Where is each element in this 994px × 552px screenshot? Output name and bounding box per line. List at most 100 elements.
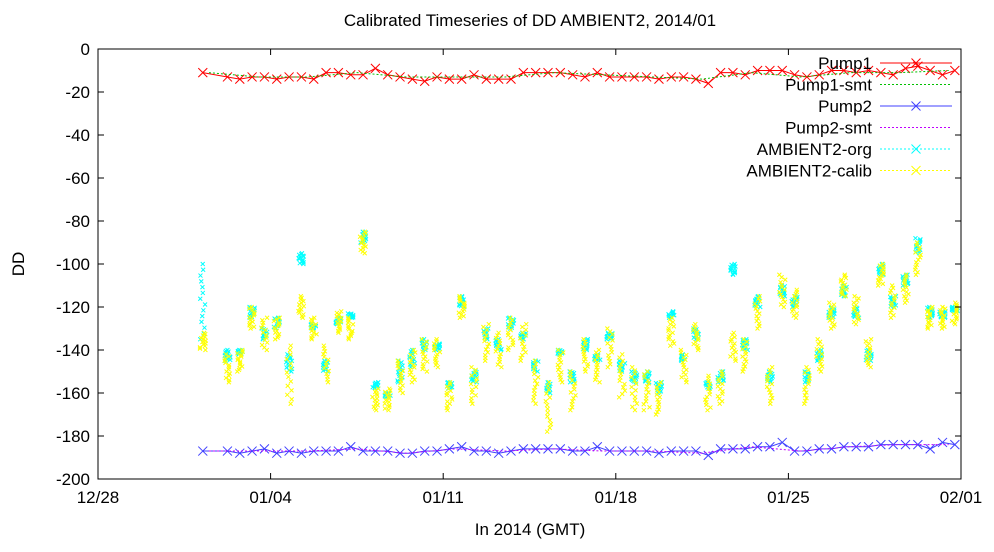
data-point [641, 446, 652, 456]
data-point [572, 381, 578, 386]
data-point [407, 448, 418, 459]
x-tick-label: 01/11 [423, 488, 464, 507]
data-point [546, 379, 552, 385]
data-point [706, 384, 712, 389]
data-point [913, 272, 919, 278]
data-point [288, 379, 294, 384]
data-point [952, 321, 958, 327]
data-point [666, 446, 677, 456]
data-point [937, 69, 948, 80]
data-point [719, 391, 725, 397]
data-point [622, 381, 627, 387]
data-point [705, 407, 710, 413]
data-point [629, 384, 634, 390]
data-point [752, 441, 763, 452]
data-point [741, 336, 747, 342]
data-point [684, 379, 689, 385]
data-point [199, 313, 205, 319]
series-line [208, 444, 949, 454]
data-point [830, 316, 836, 321]
data-point [844, 287, 849, 292]
data-point [335, 328, 341, 334]
data-point [691, 74, 701, 84]
data-point [789, 300, 795, 306]
data-point [498, 351, 504, 357]
data-point [900, 63, 911, 74]
data-point [547, 425, 553, 431]
data-point [888, 69, 899, 80]
data-point [666, 72, 677, 82]
data-point [794, 311, 800, 316]
data-point [719, 381, 725, 387]
data-point [462, 302, 467, 307]
data-point [558, 377, 564, 383]
data-point [656, 402, 662, 407]
data-point [301, 254, 307, 259]
data-point [580, 344, 586, 350]
data-point [200, 337, 206, 342]
data-point [814, 444, 825, 454]
data-point [878, 276, 884, 282]
x-axis-label: In 2014 (GMT) [475, 520, 586, 539]
data-point [198, 273, 203, 278]
data-point [843, 293, 848, 299]
data-point [411, 365, 417, 370]
data-point [581, 359, 587, 364]
y-tick-label: -80 [65, 212, 90, 231]
data-point [789, 69, 800, 80]
legend-label: Pump1-smt [785, 76, 872, 95]
data-point [313, 322, 319, 327]
data-point [336, 312, 342, 317]
data-point [914, 242, 919, 248]
data-point [544, 429, 550, 435]
data-point [333, 446, 344, 456]
data-point [557, 365, 562, 370]
data-point [863, 339, 869, 344]
data-point [424, 359, 430, 364]
data-point [234, 369, 240, 374]
data-point [309, 335, 314, 340]
x-tick-label: 12/28 [77, 488, 120, 507]
data-point [629, 72, 640, 82]
series-ambient2-calib [197, 229, 960, 435]
data-point [863, 441, 874, 452]
data-point [925, 324, 930, 330]
data-point [868, 364, 874, 370]
data-point [954, 316, 959, 322]
data-point [237, 360, 243, 366]
legend-marker [911, 58, 921, 68]
data-point [424, 369, 430, 374]
data-point [816, 341, 821, 347]
data-point [224, 369, 229, 374]
data-point [486, 341, 492, 347]
data-point [777, 437, 788, 448]
data-point [819, 356, 825, 362]
data-point [900, 439, 911, 450]
data-point [816, 366, 822, 372]
data-point [818, 369, 824, 374]
data-point [743, 344, 749, 350]
data-point [839, 292, 845, 297]
data-point [470, 401, 475, 407]
data-point [298, 307, 304, 312]
data-point [260, 330, 266, 335]
data-point [765, 378, 770, 384]
data-point [617, 368, 623, 374]
data-point [518, 444, 529, 454]
data-point [271, 448, 282, 459]
data-point [345, 441, 356, 452]
data-point [667, 343, 673, 349]
data-point [412, 350, 418, 355]
data-point [456, 310, 462, 316]
data-point [518, 67, 529, 78]
data-point [445, 407, 450, 413]
data-point [581, 336, 586, 342]
series-pump1 [197, 61, 960, 89]
data-point [456, 441, 467, 452]
data-point [937, 437, 948, 448]
data-point [531, 371, 537, 377]
data-point [555, 444, 566, 454]
data-point [238, 354, 244, 359]
data-point [902, 283, 908, 288]
